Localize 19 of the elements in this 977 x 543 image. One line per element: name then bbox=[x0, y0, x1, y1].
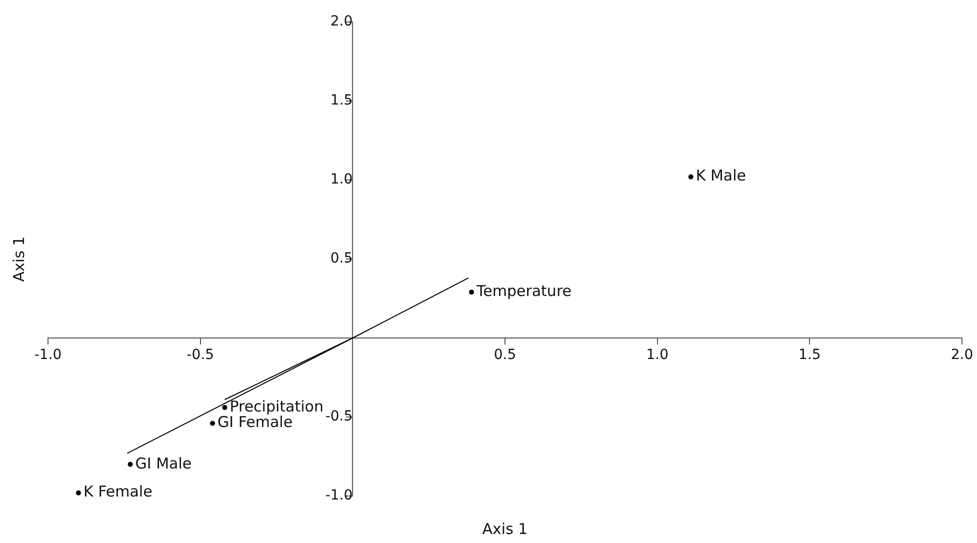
x-tick-label: 1.0 bbox=[646, 347, 668, 364]
y-tick-label: 2.0 bbox=[330, 14, 353, 30]
y-axis-title: Axis 1 bbox=[10, 236, 28, 282]
data-label: GI Male bbox=[135, 454, 192, 472]
x-tick-label: 0.5 bbox=[494, 347, 516, 364]
y-tick-label: -1.0 bbox=[325, 488, 353, 504]
y-tick-label: 1.5 bbox=[330, 92, 353, 109]
y-tick-label: 1.0 bbox=[330, 172, 353, 188]
y-tick-label: 0.5 bbox=[330, 250, 353, 267]
x-axis-title: Axis 1 bbox=[482, 520, 528, 538]
data-label: Precipitation bbox=[230, 397, 324, 416]
y-tick-label: -0.5 bbox=[325, 408, 353, 425]
data-label: K Male bbox=[696, 166, 746, 185]
x-tick-label: -0.5 bbox=[186, 347, 214, 364]
data-label: Temperature bbox=[475, 282, 572, 300]
x-tick-label: 2.0 bbox=[950, 347, 974, 364]
data-label: K Female bbox=[83, 482, 152, 501]
x-tick-label: -1.0 bbox=[34, 347, 62, 364]
x-tick-label: 1.5 bbox=[798, 347, 821, 364]
